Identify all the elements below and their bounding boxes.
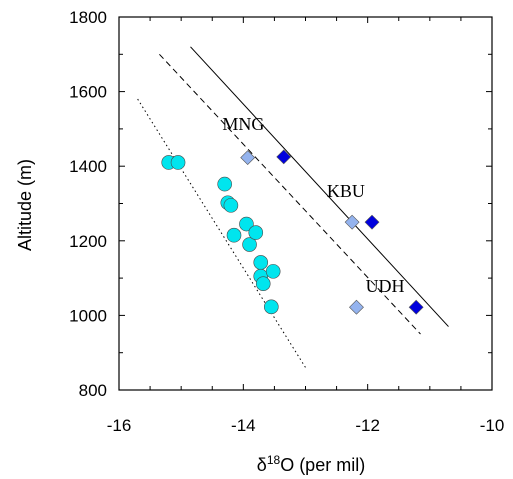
y-tick-label: 1200	[69, 232, 107, 251]
solid-trend-line	[190, 46, 449, 327]
circle-point	[223, 198, 239, 213]
circle-point	[264, 299, 279, 315]
y-tick-label: 1000	[69, 306, 107, 325]
plot-area: -16 -14 -12 -10 800 1000 1200 1400 1600 1800 MNG KB…	[69, 8, 504, 435]
y-tick-label: 1600	[69, 83, 107, 102]
x-axis-title-base: δ	[257, 455, 267, 475]
x-tick-label: -14	[231, 416, 256, 435]
x-axis-title-rest: O (per mil)	[280, 455, 365, 475]
dotted-trend-line	[137, 98, 308, 370]
circle-point	[239, 216, 254, 232]
y-tick-label: 1400	[69, 157, 107, 176]
x-axis-title: δ18O (per mil)	[257, 453, 365, 475]
x-tick-label: -16	[107, 416, 132, 435]
circle-point	[242, 237, 257, 252]
x-tick-label: -12	[355, 416, 380, 435]
diamond-point	[408, 299, 424, 315]
diamond-point	[344, 214, 360, 230]
y-tick-label: 1800	[69, 8, 107, 27]
x-axis-title-sup: 18	[267, 453, 281, 467]
diamond-point	[240, 150, 256, 166]
circle-point	[255, 276, 271, 291]
diamond-point	[349, 299, 364, 315]
circle-point	[248, 225, 264, 240]
site-label: UDH	[366, 276, 405, 296]
diamond-point	[364, 214, 380, 230]
circle-point	[170, 155, 186, 170]
site-label: MNG	[222, 114, 264, 134]
site-label: KBU	[327, 181, 365, 201]
plot-frame	[118, 16, 493, 391]
diamond-point	[276, 149, 292, 165]
dashed-trend-line	[159, 53, 421, 335]
x-tick-label: -10	[480, 416, 505, 435]
y-axis-title: Altitude (m)	[15, 159, 35, 251]
circle-point	[253, 255, 269, 270]
circle-point	[217, 176, 232, 192]
circle-point	[265, 264, 281, 279]
circle-point	[226, 227, 242, 243]
y-tick-label: 800	[79, 381, 107, 400]
